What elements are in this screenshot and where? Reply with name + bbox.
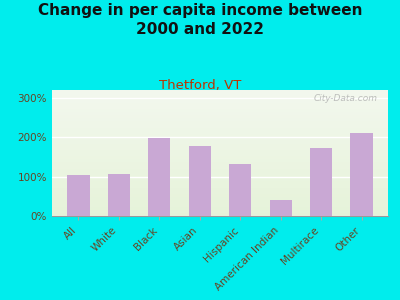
Bar: [52, 181, 388, 184]
Bar: [52, 109, 388, 112]
Bar: [52, 137, 388, 140]
Bar: [52, 194, 388, 197]
Bar: [52, 128, 388, 131]
Bar: [52, 159, 388, 162]
Bar: [52, 118, 388, 122]
Bar: [52, 162, 388, 166]
Bar: [108, 174, 130, 216]
Bar: [52, 147, 388, 150]
Bar: [52, 106, 388, 109]
Bar: [52, 90, 388, 93]
Bar: [52, 210, 388, 213]
Bar: [52, 122, 388, 124]
Text: Change in per capita income between
2000 and 2022: Change in per capita income between 2000…: [38, 3, 362, 37]
Bar: [52, 99, 388, 103]
Bar: [52, 153, 388, 156]
Bar: [52, 134, 388, 137]
Bar: [229, 164, 251, 216]
Bar: [52, 103, 388, 106]
Bar: [52, 175, 388, 178]
Bar: [52, 178, 388, 181]
Bar: [52, 156, 388, 159]
Bar: [52, 115, 388, 118]
Bar: [52, 143, 388, 147]
Bar: [310, 148, 332, 216]
Bar: [52, 93, 388, 96]
Bar: [52, 213, 388, 216]
Bar: [52, 200, 388, 203]
Bar: [52, 166, 388, 169]
Bar: [52, 140, 388, 143]
Bar: [189, 146, 211, 216]
Bar: [52, 172, 388, 175]
Bar: [52, 150, 388, 153]
Bar: [52, 203, 388, 206]
Text: Thetford, VT: Thetford, VT: [159, 80, 241, 92]
Bar: [52, 191, 388, 194]
Bar: [52, 184, 388, 188]
Bar: [52, 96, 388, 99]
Bar: [270, 200, 292, 216]
Bar: [350, 133, 373, 216]
Text: City-Data.com: City-Data.com: [314, 94, 378, 103]
Bar: [52, 131, 388, 134]
Bar: [52, 112, 388, 115]
Bar: [67, 175, 90, 216]
Bar: [52, 188, 388, 191]
Bar: [52, 169, 388, 172]
Bar: [52, 206, 388, 210]
Bar: [52, 197, 388, 200]
Bar: [148, 138, 170, 216]
Bar: [52, 124, 388, 128]
